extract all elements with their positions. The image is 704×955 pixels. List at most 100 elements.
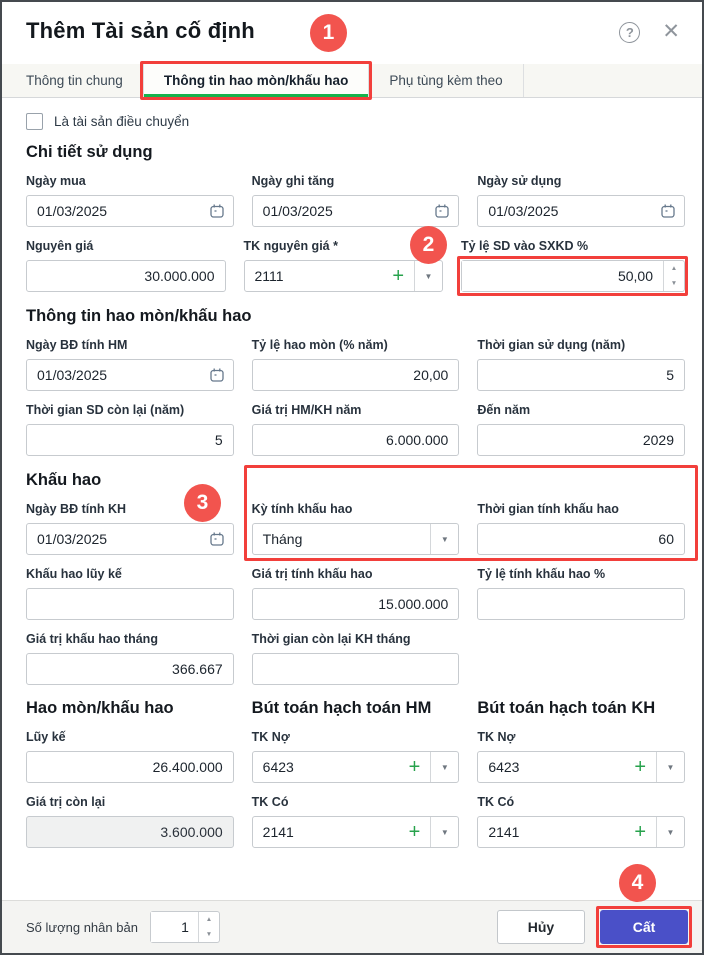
spin-up-icon[interactable]: ▲ [205,916,213,923]
label-ngay-mua: Ngày mua [26,174,86,189]
select-ky-tinh-kh[interactable]: Tháng ▼ [251,523,460,556]
add-account-icon[interactable]: + [392,265,404,288]
label-ngay-su-dung: Ngày sử dụng [477,174,562,189]
clone-count-stepper[interactable]: ▲ ▼ [149,911,220,943]
chevron-down-icon[interactable]: ▼ [430,817,459,848]
combo-value[interactable]: 6423 [262,759,294,776]
label-tk-no-hm: TK Nợ [251,730,290,745]
combo-tk-nguyen-gia[interactable]: 2111 + ▼ [243,260,443,293]
input-thoi-gian-su-dung[interactable] [477,359,685,392]
spinner-ty-le-sd-sxkd[interactable]: ▲ ▼ [457,256,688,297]
label-khau-hao-luy-ke: Khấu hao lũy kế [26,567,122,582]
combo-value[interactable]: 6423 [488,759,520,776]
chevron-down-icon[interactable]: ▼ [430,752,459,783]
label-thoi-gian-con-lai-kh: Thời gian còn lại KH tháng [251,632,411,647]
tab-label: Phụ tùng kèm theo [389,73,503,89]
spin-up-icon[interactable]: ▲ [670,265,678,273]
input-nguyen-gia[interactable] [26,260,226,293]
input-ngay-bd-hm[interactable] [26,359,234,392]
close-icon[interactable]: ✕ [662,20,680,43]
select-value[interactable]: Tháng [262,531,303,548]
clone-count-label: Số lượng nhân bản [26,919,138,935]
input-thoi-gian-sd-con-lai[interactable] [26,424,234,457]
tab-phu-tung[interactable]: Phụ tùng kèm theo [369,64,524,98]
active-tab-underline [143,94,369,99]
add-account-icon[interactable]: + [408,821,421,844]
cancel-button[interactable]: Hủy [497,910,585,944]
save-button[interactable]: Cất [600,910,688,944]
add-account-icon[interactable]: + [634,756,646,779]
tab-thong-tin-chung[interactable]: Thông tin chung [2,64,144,98]
label-gia-tri-con-lai: Giá trị còn lại [26,795,106,810]
chevron-down-icon[interactable]: ▼ [656,752,684,783]
dialog-footer: Số lượng nhân bản ▲ ▼ Hủy Cất [2,900,702,953]
depreciation-period-group: Kỳ tính khấu hao Tháng ▼ Thời gian tính … [243,465,698,562]
combo-value[interactable]: 2141 [488,824,520,841]
section-wear-title: Thông tin hao mòn/khấu hao [26,307,252,326]
tab-bar: Thông tin chung Thông tin hao mòn/khấu h… [2,61,702,101]
combo-value[interactable]: 2111 [254,268,284,285]
add-account-icon[interactable]: + [408,756,421,779]
input-den-nam[interactable] [477,424,685,457]
label-gia-tri-tinh-kh: Giá trị tính khấu hao [251,567,373,582]
label-ngay-bd-kh: Ngày BĐ tính KH [26,502,126,517]
label-tk-nguyen-gia: TK nguyên giá * [243,239,338,254]
section-usage-title: Chi tiết sử dụng [26,143,153,162]
input-gia-tri-con-lai [26,816,234,849]
spin-down-icon[interactable]: ▼ [205,931,213,938]
add-account-icon[interactable]: + [634,821,646,844]
combo-tk-co-kh[interactable]: 2141 + ▼ [477,816,685,849]
input-thoi-gian-con-lai-kh[interactable] [251,653,460,686]
label-ty-le-tinh-kh: Tỷ lệ tính khấu hao % [477,567,606,582]
combo-value[interactable]: 2141 [262,824,294,841]
input-gia-tri-tinh-kh[interactable] [251,588,460,621]
clone-count-input[interactable] [150,912,198,942]
spin-down-icon[interactable]: ▼ [670,280,678,288]
combo-tk-co-hm[interactable]: 2141 + ▼ [251,816,460,849]
label-thoi-gian-su-dung: Thời gian sử dụng (năm) [477,338,626,353]
label-gia-tri-kh-thang: Giá trị khấu hao tháng [26,632,158,647]
input-ngay-bd-kh[interactable] [26,523,234,556]
input-ty-le-sd-sxkd[interactable] [462,261,663,292]
form-content: Là tài sản điều chuyển Chi tiết sử dụng … [2,113,702,849]
input-ty-le-tinh-kh[interactable] [477,588,685,621]
label-tk-no-kh: TK Nợ [477,730,516,745]
label-tk-co-kh: TK Có [477,795,515,810]
chevron-down-icon[interactable]: ▼ [656,817,684,848]
help-icon[interactable]: ? [619,22,641,43]
tab-label: Thông tin hao mòn/khấu hao [163,73,349,89]
transfer-asset-checkbox-row[interactable]: Là tài sản điều chuyển [26,113,685,131]
combo-tk-no-kh[interactable]: 6423 + ▼ [477,751,685,784]
input-thoi-gian-tinh-kh[interactable] [477,523,685,556]
label-thoi-gian-sd-con-lai: Thời gian SD còn lại (năm) [26,403,185,418]
label-den-nam: Đến năm [477,403,531,418]
label-thoi-gian-tinh-kh: Thời gian tính khấu hao [477,502,619,517]
label-ty-le-hao-mon: Tỷ lệ hao mòn (% năm) [251,338,388,353]
input-luy-ke[interactable] [26,751,234,784]
input-khau-hao-luy-ke[interactable] [26,588,234,621]
label-nguyen-gia: Nguyên giá [26,239,94,254]
checkbox-icon[interactable] [26,113,43,131]
input-gia-tri-hm-kh-nam[interactable] [251,424,460,457]
section-entry-hm-title: Bút toán hạch toán HM [251,699,432,718]
input-ty-le-hao-mon[interactable] [251,359,460,392]
tab-thong-tin-hao-mon[interactable]: Thông tin hao mòn/khấu hao [139,61,373,101]
section-entry-kh-title: Bút toán hạch toán KH [477,699,656,718]
annotation-step-4: 4 [619,864,656,902]
label-ty-le-sd-sxkd: Tỷ lệ SD vào SXKD % [461,239,589,254]
input-ngay-ghi-tang[interactable] [251,195,460,228]
section-depreciation-title: Khấu hao [26,471,102,490]
chevron-down-icon[interactable]: ▼ [430,524,459,555]
input-ngay-mua[interactable] [26,195,234,228]
dialog-title: Thêm Tài sản cố định [26,18,255,43]
label-luy-ke: Lũy kế [26,730,66,745]
label-tk-co-hm: TK Có [251,795,289,810]
combo-tk-no-hm[interactable]: 6423 + ▼ [251,751,460,784]
chevron-down-icon[interactable]: ▼ [414,261,442,292]
input-ngay-su-dung[interactable] [477,195,685,228]
input-gia-tri-kh-thang[interactable] [26,653,234,686]
label-gia-tri-hm-kh-nam: Giá trị HM/KH năm [251,403,362,418]
label-ngay-bd-hm: Ngày BĐ tính HM [26,338,128,353]
section-wear-dep-title: Hao mòn/khấu hao [26,699,174,718]
